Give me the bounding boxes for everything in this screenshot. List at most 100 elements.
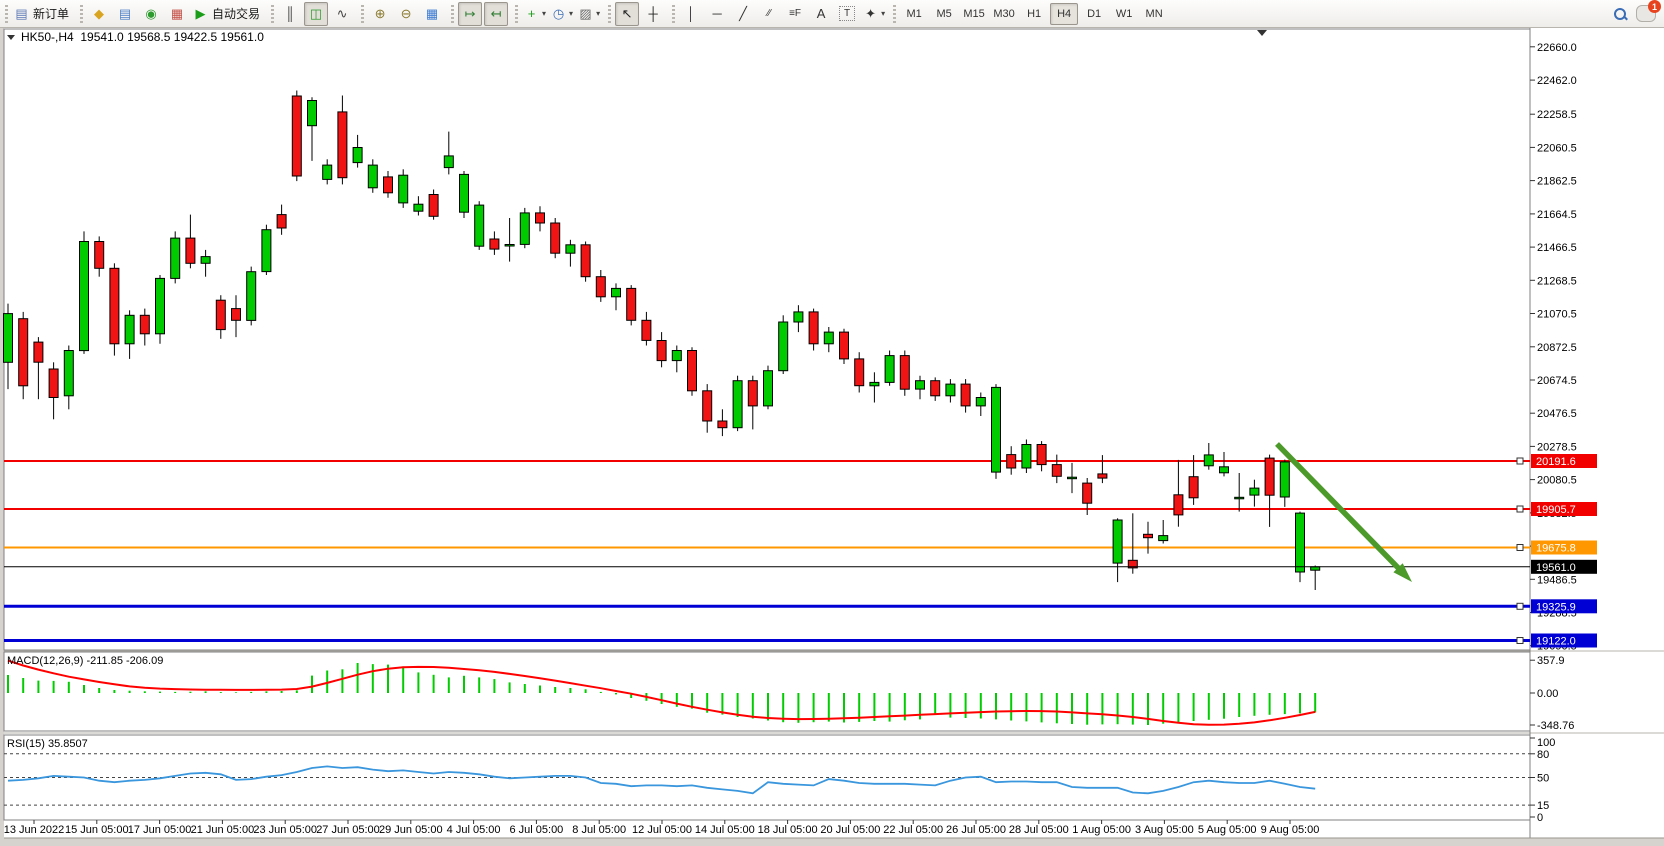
equidistant-channel-button[interactable]: ∕∕ xyxy=(757,2,781,26)
line-handle[interactable] xyxy=(1516,457,1524,465)
toolbar-group-zoom: ⊕ ⊖ ▦ xyxy=(358,1,448,27)
templates-button[interactable]: ▨ ▾ xyxy=(576,2,601,26)
main-toolbar: ▤ 新订单 ◆ ▤ ◉ ▦ ▶ 自动交易 ║ ◫ ∿ ⊕ ⊖ ▦ ↦ ↤ + ▾ ◷ ▾ ▨ ▾ ↖ ┼ │ ─ ╱ ∕∕ ≡F A T ✦ ▾… xyxy=(0,0,1664,28)
svg-text:20674.5: 20674.5 xyxy=(1537,375,1577,387)
notification-badge: 1 xyxy=(1648,0,1661,13)
zoom-in-button[interactable]: ⊕ xyxy=(368,2,392,26)
trend-arrow-object[interactable] xyxy=(1275,442,1412,582)
text-label-icon: T xyxy=(839,6,856,21)
svg-text:21070.5: 21070.5 xyxy=(1537,309,1577,321)
horizontal-line-button[interactable]: ─ xyxy=(705,2,729,26)
data-window-button[interactable]: ▤ xyxy=(113,2,137,26)
chart-shift-button[interactable]: ↤ xyxy=(484,1,509,26)
tf-m15[interactable]: M15 xyxy=(963,7,985,20)
svg-text:0: 0 xyxy=(1537,812,1543,824)
chart-window[interactable]: 22660.0 22462.0 22258.5 22060.5 21862.5 21664… xyxy=(0,28,1664,846)
svg-text:13 Jun 2022: 13 Jun 2022 xyxy=(4,824,65,836)
tf-m30[interactable]: M30 xyxy=(993,7,1015,20)
tf-w1[interactable]: W1 xyxy=(1115,7,1133,20)
svg-text:HK50-,H4 19541.0 19568.5 1942: HK50-,H4 19541.0 19568.5 19422.5 19561.0 xyxy=(21,30,264,44)
svg-text:18 Jul 05:00: 18 Jul 05:00 xyxy=(758,824,818,836)
auto-trading-button[interactable]: ▶ 自动交易 xyxy=(191,2,264,26)
line-chart-button[interactable]: ∿ xyxy=(330,2,354,26)
zoom-out-button[interactable]: ⊖ xyxy=(394,2,418,26)
tf-d1[interactable]: D1 xyxy=(1087,7,1102,20)
svg-text:80: 80 xyxy=(1537,749,1549,761)
new-order-button[interactable]: ▤ 新订单 xyxy=(12,2,73,26)
new-order-button-label: 新订单 xyxy=(33,7,70,21)
tf-m5[interactable]: M5 xyxy=(936,7,952,20)
chevron-down-icon: ▾ xyxy=(596,9,601,18)
tf-h1[interactable]: H1 xyxy=(1027,7,1042,20)
svg-text:1 Aug 05:00: 1 Aug 05:00 xyxy=(1072,824,1131,836)
periods-button[interactable]: ◷ ▾ xyxy=(549,2,574,26)
vertical-line-button[interactable]: │ xyxy=(679,2,703,26)
channel-icon: ∕∕ xyxy=(767,7,771,19)
svg-text:19561.0: 19561.0 xyxy=(1536,562,1576,574)
crosshair-button[interactable]: ┼ xyxy=(641,2,665,26)
svg-text:28 Jul 05:00: 28 Jul 05:00 xyxy=(1009,824,1069,836)
auto-scroll-button[interactable]: ↦ xyxy=(458,1,483,26)
macd-axis[interactable]: 357.9 0.00 -348.76 xyxy=(1530,655,1574,732)
svg-text:19905.7: 19905.7 xyxy=(1536,504,1576,516)
terminal-button[interactable]: ▦ xyxy=(165,2,189,26)
tf-m1[interactable]: M1 xyxy=(906,7,922,20)
chat-icon[interactable]: 1 xyxy=(1636,0,1661,22)
svg-text:22462.0: 22462.0 xyxy=(1537,75,1577,87)
svg-text:29 Jun 05:00: 29 Jun 05:00 xyxy=(379,824,443,836)
tf-mn[interactable]: MN xyxy=(1145,7,1163,20)
toolbar-right-tools: 1 xyxy=(1612,0,1662,22)
data-window-icon: ▤ xyxy=(118,5,132,21)
fibonacci-button[interactable]: ≡F xyxy=(783,2,807,26)
cursor-button[interactable]: ↖ xyxy=(615,1,640,26)
svg-text:50: 50 xyxy=(1537,773,1549,785)
trendline-button[interactable]: ╱ xyxy=(731,2,755,26)
candlestick-button[interactable]: ◫ xyxy=(304,1,329,26)
svg-text:12 Jul 05:00: 12 Jul 05:00 xyxy=(632,824,692,836)
indicators-icon: + xyxy=(527,5,536,21)
market-watch-button[interactable]: ◆ xyxy=(87,2,111,26)
svg-text:20476.5: 20476.5 xyxy=(1537,408,1577,420)
toolbar-group-insert: + ▾ ◷ ▾ ▨ ▾ xyxy=(512,1,605,27)
text-label-button[interactable]: T xyxy=(835,2,859,26)
templates-icon: ▨ xyxy=(579,5,592,21)
svg-text:3 Aug 05:00: 3 Aug 05:00 xyxy=(1135,824,1194,836)
time-axis[interactable]: 13 Jun 2022 15 Jun 05:00 17 Jun 05:00 21 Ju… xyxy=(4,820,1320,836)
horizontal-line-objects[interactable] xyxy=(4,460,1530,642)
chart-shift-marker[interactable] xyxy=(1257,30,1267,36)
toolbar-group-chart-types: ║ ◫ ∿ xyxy=(268,1,358,27)
bar-chart-button[interactable]: ║ xyxy=(278,2,302,26)
svg-text:19325.9: 19325.9 xyxy=(1536,601,1576,613)
tile-windows-button[interactable]: ▦ xyxy=(420,2,444,26)
text-button[interactable]: A xyxy=(809,2,833,26)
svg-text:27 Jun 05:00: 27 Jun 05:00 xyxy=(316,824,380,836)
svg-text:19486.5: 19486.5 xyxy=(1537,574,1577,586)
vertical-line-icon: │ xyxy=(687,5,696,21)
chart-canvas[interactable]: 22660.0 22462.0 22258.5 22060.5 21862.5 21664… xyxy=(0,28,1664,846)
line-handle[interactable] xyxy=(1516,544,1524,551)
auto-trading-button-label: 自动交易 xyxy=(212,7,261,21)
fibonacci-icon: ≡F xyxy=(789,7,802,19)
candles xyxy=(3,90,1321,590)
navigator-button[interactable]: ◉ xyxy=(139,2,163,26)
arrows-button[interactable]: ✦ ▾ xyxy=(861,2,886,26)
chevron-down-icon: ▾ xyxy=(569,9,574,18)
bar-chart-icon: ║ xyxy=(285,5,295,21)
line-handle[interactable] xyxy=(1516,505,1524,513)
search-icon[interactable] xyxy=(1612,6,1628,22)
macd-pane: MACD(12,26,9) -211.85 -206.09 xyxy=(7,655,1317,726)
line-handle[interactable] xyxy=(1516,602,1524,610)
toolbar-group-pointer: ↖ ┼ xyxy=(605,1,669,27)
toolbar-group-panels: ◆ ▤ ◉ ▦ ▶ 自动交易 xyxy=(77,1,268,27)
market-watch-icon: ◆ xyxy=(94,5,105,21)
line-chart-icon: ∿ xyxy=(336,5,348,21)
svg-text:20 Jul 05:00: 20 Jul 05:00 xyxy=(820,824,880,836)
tf-h4[interactable]: H4 xyxy=(1050,2,1079,25)
crosshair-icon: ┼ xyxy=(648,5,658,21)
chevron-down-icon: ▾ xyxy=(881,9,886,18)
indicators-button[interactable]: + ▾ xyxy=(522,2,547,26)
zoom-in-icon: ⊕ xyxy=(374,5,386,21)
svg-text:-348.76: -348.76 xyxy=(1537,720,1574,732)
line-handle[interactable] xyxy=(1516,637,1524,644)
